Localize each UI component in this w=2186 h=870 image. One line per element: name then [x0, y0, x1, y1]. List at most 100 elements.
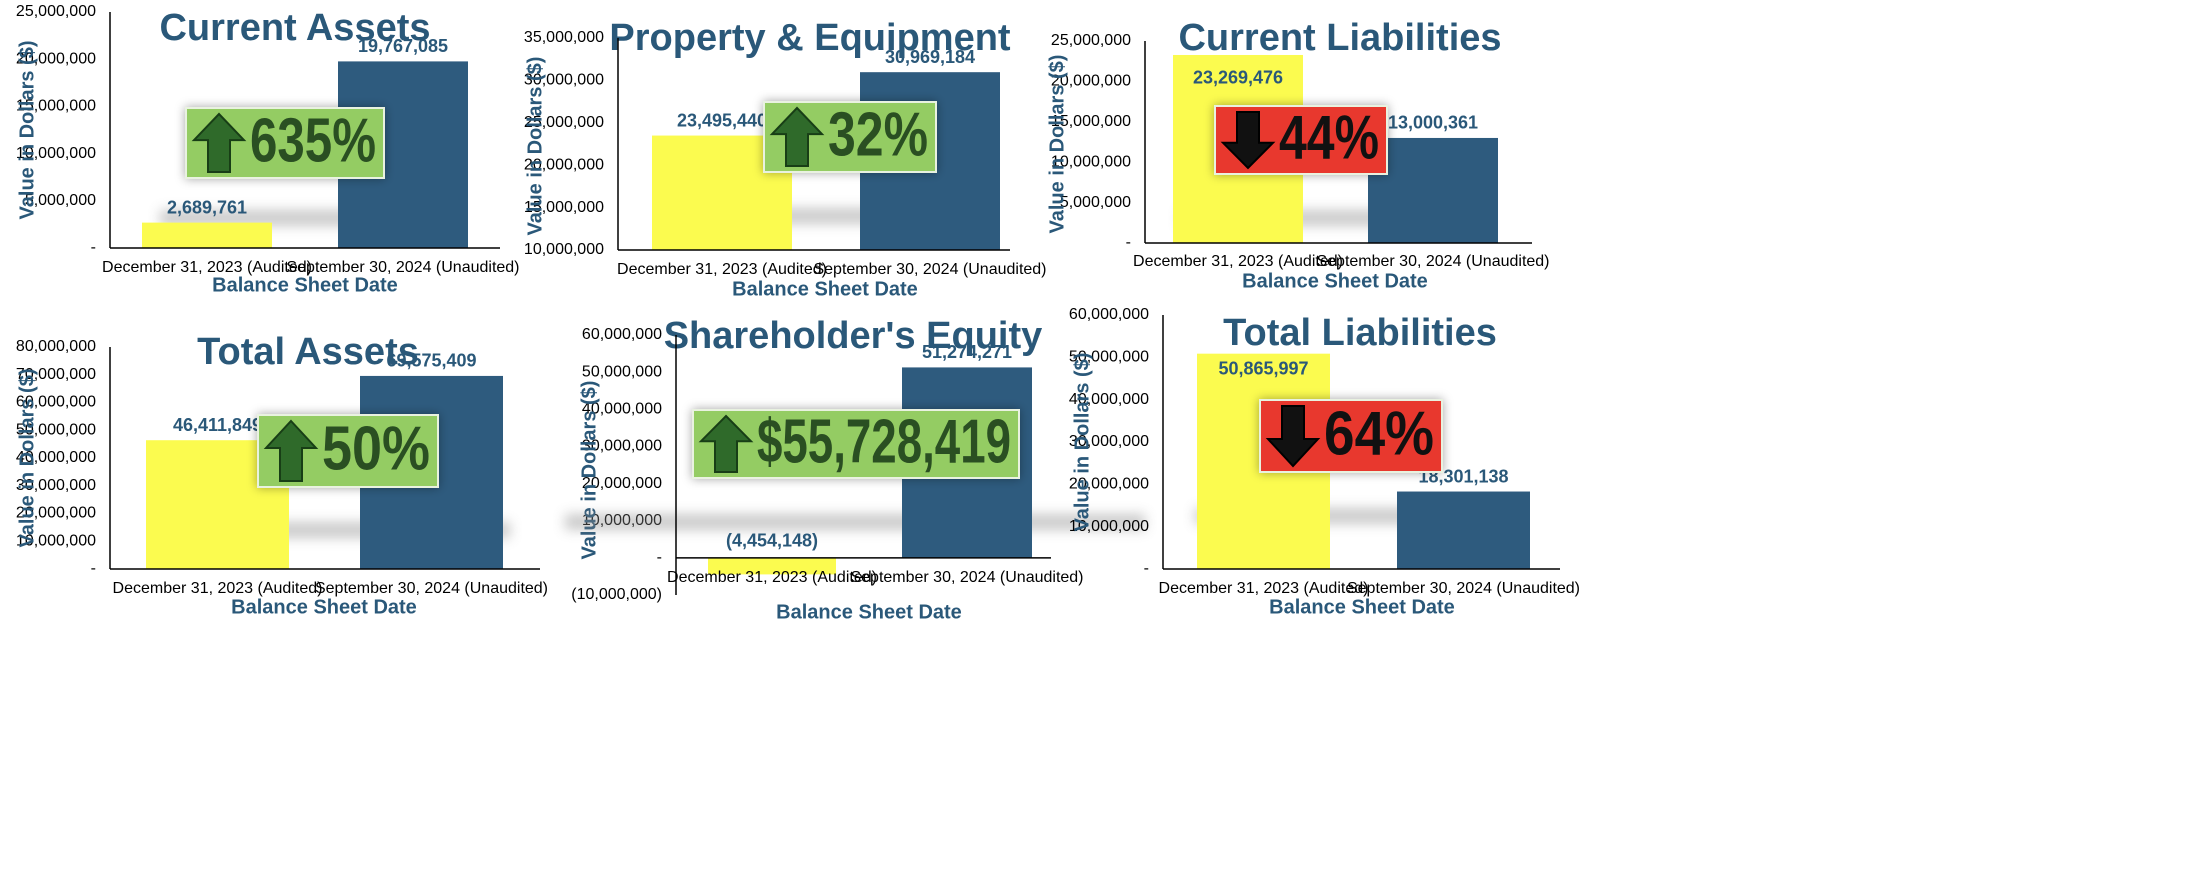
badge-value: 635%: [250, 106, 376, 175]
chart-title: Total Assets: [197, 331, 419, 373]
change-badge-up: 50%: [257, 414, 439, 488]
x-tick-label: December 31, 2023 (Audited): [1133, 253, 1343, 270]
down-arrow-icon: [1265, 405, 1321, 468]
data-label: 69,575,409: [386, 351, 476, 371]
data-label: 46,411,849: [173, 415, 262, 435]
y-axis-label: Value in Dollars ($): [16, 41, 38, 220]
y-tick-label: -: [1144, 560, 1149, 577]
x-axis-label: Balance Sheet Date: [1242, 270, 1428, 292]
chart-title: Property & Equipment: [609, 17, 1010, 59]
y-axis-label: Value in Dollars ($): [16, 369, 38, 548]
y-axis-label: Value in Dollars ($): [578, 381, 600, 560]
y-tick-label: 80,000,000: [16, 338, 96, 355]
chart-panel: Total Assets - 10,000,000 20,000,000 30,000,…: [16, 331, 548, 618]
x-tick-label: December 31, 2023 (Audited): [667, 569, 877, 586]
y-tick-label: 5,000,000: [25, 192, 96, 209]
y-tick-label: -: [657, 549, 662, 566]
change-badge-up: 635%: [185, 106, 385, 179]
y-tick-label: 30,000,000: [524, 72, 604, 89]
y-tick-label: 10,000,000: [1051, 153, 1131, 170]
badge-value: $55,728,419: [757, 407, 1011, 476]
y-tick-label: 20,000,000: [1051, 73, 1131, 90]
y-tick-label: 40,000,000: [1069, 391, 1149, 408]
bar-audited: [708, 557, 836, 575]
bar-shadow: [565, 514, 1145, 530]
chart-panel: Shareholder's Equity(10,000,000)-10,000,…: [565, 315, 1145, 623]
y-axis-label: Value in Dollars ($): [1071, 353, 1093, 532]
x-axis-label: Balance Sheet Date: [231, 596, 417, 618]
data-label: 51,274,271: [922, 342, 1012, 362]
badge-value: 50%: [322, 414, 430, 483]
y-tick-label: 35,000,000: [524, 29, 604, 46]
y-tick-label: (10,000,000): [571, 586, 662, 603]
y-axis-label: Value in Dollars ($): [1046, 55, 1068, 234]
chart-panel: Total Liabilities - 10,000,000 20,000,000 30…: [1069, 306, 1580, 618]
bar-unaudited: [1397, 491, 1530, 569]
data-label: 19,767,085: [358, 36, 448, 56]
y-tick-label: 20,000,000: [582, 475, 662, 492]
y-tick-label: 5,000,000: [1060, 194, 1131, 211]
y-tick-label: 25,000,000: [1051, 32, 1131, 49]
x-tick-label: December 31, 2023 (Audited): [113, 580, 323, 597]
badge-value: 64%: [1324, 399, 1434, 468]
y-tick-label: 50,000,000: [16, 421, 96, 438]
x-tick-label: December 31, 2023 (Audited): [102, 259, 312, 276]
chart-panel: Current Liabilities - 5,000,000 10,000,000 1…: [1046, 17, 1549, 292]
up-arrow-icon: [263, 419, 319, 482]
x-tick-label: December 31, 2023 (Audited): [617, 261, 827, 278]
y-tick-label: 15,000,000: [1051, 113, 1131, 130]
y-tick-label: 40,000,000: [582, 401, 662, 418]
y-tick-label: -: [91, 560, 96, 577]
bar-unaudited: [1368, 137, 1498, 243]
y-tick-label: 20,000,000: [1069, 476, 1149, 493]
x-axis-label: Balance Sheet Date: [1269, 596, 1455, 618]
chart-title: Current Assets: [159, 7, 430, 49]
y-tick-label: 10,000,000: [16, 145, 96, 162]
y-tick-label: -: [91, 239, 96, 256]
badge-value: 44%: [1279, 103, 1379, 172]
y-tick-label: 15,000,000: [524, 199, 604, 216]
y-tick-label: 30,000,000: [16, 477, 96, 494]
data-label: 23,495,440: [677, 110, 767, 130]
y-tick-label: 60,000,000: [1069, 306, 1149, 323]
y-tick-label: 10,000,000: [1069, 518, 1149, 535]
y-tick-label: 25,000,000: [524, 114, 604, 131]
badge-value: 32%: [828, 100, 928, 169]
x-axis-label: Balance Sheet Date: [776, 601, 962, 623]
y-tick-label: -: [1126, 234, 1131, 251]
y-tick-label: 30,000,000: [1069, 433, 1149, 450]
chart-title: Current Liabilities: [1178, 17, 1501, 59]
chart-panel: Property & Equipment 10,000,000 15,000,000…: [524, 17, 1047, 300]
x-axis-label: Balance Sheet Date: [732, 278, 918, 300]
y-tick-label: 60,000,000: [16, 394, 96, 411]
y-tick-label: 20,000,000: [524, 156, 604, 173]
up-arrow-icon: [191, 112, 247, 173]
x-tick-label: September 30, 2024 (Unaudited): [315, 580, 548, 597]
change-badge-up: $55,728,419: [692, 407, 1020, 479]
x-tick-label: September 30, 2024 (Unaudited): [1347, 580, 1580, 597]
x-tick-label: September 30, 2024 (Unaudited): [286, 259, 519, 276]
y-tick-label: 10,000,000: [524, 241, 604, 258]
x-tick-label: September 30, 2024 (Unaudited): [1316, 253, 1549, 270]
x-tick-label: September 30, 2024 (Unaudited): [850, 569, 1083, 586]
data-label: 50,865,997: [1218, 358, 1308, 378]
x-axis-label: Balance Sheet Date: [212, 274, 398, 296]
y-tick-label: 50,000,000: [582, 363, 662, 380]
badge-background: [692, 409, 1020, 479]
y-tick-label: 60,000,000: [582, 326, 662, 343]
x-tick-label: December 31, 2023 (Audited): [1159, 580, 1369, 597]
change-badge-up: 32%: [763, 100, 937, 173]
change-badge-down: 64%: [1259, 399, 1443, 473]
y-tick-label: 40,000,000: [16, 449, 96, 466]
data-label: 30,969,184: [885, 47, 975, 67]
y-tick-label: 15,000,000: [16, 98, 96, 115]
change-badge-down: 44%: [1214, 103, 1388, 175]
y-tick-label: 10,000,000: [16, 532, 96, 549]
data-label: 13,000,361: [1388, 113, 1478, 133]
down-arrow-icon: [1220, 111, 1276, 170]
chart-panel: Current Assets - 5,000,000 10,000,000 15,000…: [16, 3, 520, 296]
data-label: (4,454,148): [726, 531, 818, 551]
data-label: 2,689,761: [167, 197, 247, 217]
bar-audited: [142, 222, 272, 248]
y-axis-label: Value in Dollars ($): [524, 57, 546, 236]
